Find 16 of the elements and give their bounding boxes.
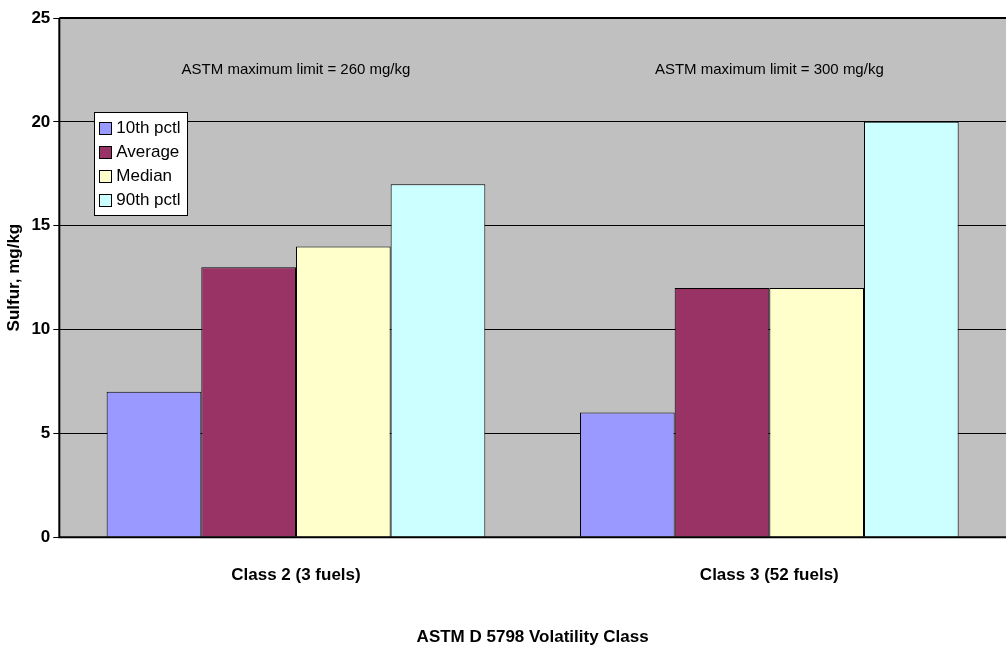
annotation: ASTM maximum limit = 300 mg/kg [654,60,884,78]
legend-label: Median [116,166,173,186]
y-tick-label: 10 [31,319,51,339]
y-tick-label: 20 [31,111,51,131]
y-tick-label: 0 [40,526,51,546]
x-axis-title: ASTM D 5798 Volatility Class [416,627,649,647]
y-tick-label: 15 [31,215,51,235]
y-tick-label: 25 [31,7,51,27]
y-tick-label: 5 [40,423,51,443]
x-tick-label: Class 3 (52 fuels) [699,565,839,585]
x-tick-label: Class 2 (3 fuels) [231,565,361,585]
legend-label: 90th pctl [116,190,181,210]
annotation: ASTM maximum limit = 260 mg/kg [181,60,411,78]
legend-label: Average [116,142,180,162]
legend-label: 10th pctl [116,118,181,138]
y-axis-title: Sulfur, mg/kg [3,223,23,332]
